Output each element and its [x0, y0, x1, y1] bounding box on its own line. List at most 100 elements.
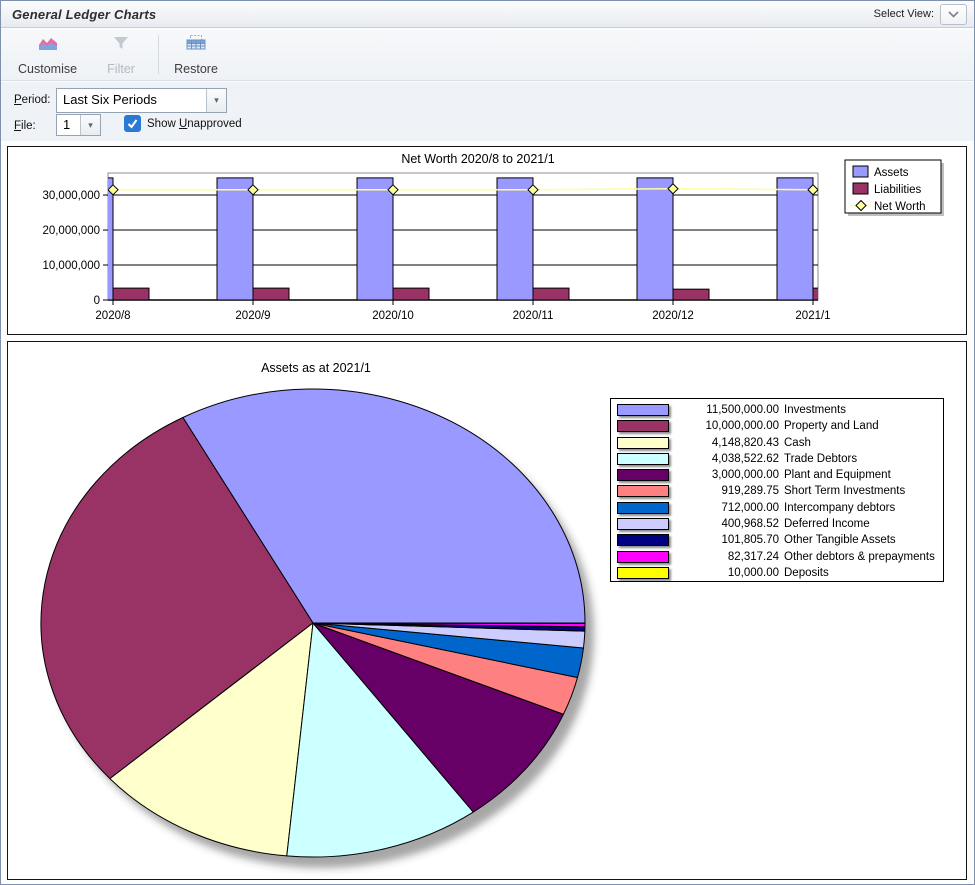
- liabilities-bar: [392, 287, 430, 300]
- bar-chart-plot: 0 10,000,000 20,000,000 30,000,000 2020/8 202…: [42, 159, 944, 322]
- legend-label: Deposits: [784, 566, 829, 579]
- legend-swatch: [617, 566, 669, 579]
- pie-legend-item: 4,148,820.43 Cash: [617, 435, 943, 451]
- assets-bar: [776, 177, 814, 300]
- pie-slice: [109, 622, 314, 857]
- legend-label: Short Term Investments: [784, 485, 906, 498]
- pie-legend-item: 3,000,000.00 Plant and Equipment: [617, 467, 943, 483]
- select-view: Select View:: [873, 3, 974, 25]
- pie-legend-item: 101,805.70 Other Tangible Assets: [617, 532, 943, 548]
- pie-legend: 11,500,000.00 Investments 10,000,000.00 Pro…: [610, 398, 944, 582]
- pie-slice: [40, 417, 314, 780]
- net-worth-marker: [247, 184, 259, 196]
- bar-chart-title: Net Worth 2020/8 to 2021/1: [401, 152, 554, 166]
- assets-bar: [216, 177, 254, 300]
- pie-legend-item: 919,289.75 Short Term Investments: [617, 483, 943, 499]
- pie-legend-item: 4,038,522.62 Trade Debtors: [617, 451, 943, 467]
- legend-value: 82,317.24: [727, 550, 779, 563]
- legend-label: Plant and Equipment: [784, 469, 891, 482]
- assets-bar: [496, 177, 534, 300]
- pie-legend-item: 10,000.00 Deposits: [617, 565, 943, 581]
- legend-swatch: [617, 452, 669, 465]
- legend-value: 11,500,000.00: [706, 404, 779, 416]
- filter-button[interactable]: Filter: [88, 29, 154, 80]
- pie-slice: [182, 388, 586, 624]
- page-title: General Ledger Charts: [12, 6, 157, 22]
- pie-legend-item: 712,000.00 Intercompany debtors: [617, 500, 943, 516]
- customise-label: Customise: [18, 62, 78, 76]
- legend-label: Trade Debtors: [784, 452, 858, 465]
- period-select[interactable]: Last Six Periods ▾: [56, 88, 227, 113]
- restore-grid-icon: [186, 35, 206, 50]
- legend-swatch: [617, 420, 669, 433]
- legend-swatch: [617, 469, 669, 482]
- liabilities-bar: [252, 287, 290, 300]
- select-view-dropdown-button[interactable]: [940, 3, 967, 25]
- legend-value: 10,000.00: [727, 566, 779, 579]
- legend-label: Other debtors & prepayments: [784, 550, 935, 563]
- legend-value: 712,000.00: [721, 501, 779, 514]
- show-unapproved-checkbox[interactable]: [124, 115, 141, 132]
- show-unapproved-label[interactable]: Show Unapproved: [147, 118, 242, 130]
- file-value: 1: [57, 115, 80, 135]
- y-tick-label: 0: [94, 295, 100, 307]
- file-dropdown-button[interactable]: ▾: [80, 115, 100, 135]
- restore-button[interactable]: Restore: [163, 29, 229, 80]
- legend-value: 101,805.70: [721, 534, 779, 547]
- pie-legend-item: 400,968.52 Deferred Income: [617, 516, 943, 532]
- legend-label: Other Tangible Assets: [784, 534, 896, 547]
- legend-label: Liabilities: [874, 184, 922, 196]
- legend-swatch: [617, 534, 669, 547]
- legend-label: Investments: [784, 404, 846, 416]
- legend-value: 400,968.52: [721, 518, 779, 531]
- chart-zone: Net Worth 2020/8 to 2021/1 0 10,000,000 20…: [1, 141, 974, 884]
- x-tick-label: 2021/1: [795, 310, 830, 322]
- legend-value: 4,038,522.62: [711, 452, 779, 465]
- net-worth-marker: [807, 184, 818, 196]
- customise-button[interactable]: Customise: [7, 29, 88, 80]
- net-worth-marker: [387, 184, 399, 196]
- net-worth-marker: [108, 184, 119, 196]
- pie-legend-item: 82,317.24 Other debtors & prepayments: [617, 549, 943, 565]
- net-worth-marker: [667, 183, 679, 195]
- bar-legend: Assets Liabilities Net Worth: [844, 159, 944, 216]
- legend-swatch: [617, 501, 669, 514]
- legend-label: Assets: [874, 167, 909, 179]
- net-worth-line: [108, 187, 818, 191]
- x-tick-label: 2020/8: [95, 310, 130, 322]
- legend-value: 3,000,000.00: [711, 469, 779, 482]
- toolbar-separator: [158, 35, 160, 74]
- legend-label: Property and Land: [784, 420, 879, 433]
- legend-marker: [855, 199, 867, 212]
- period-value: Last Six Periods: [57, 89, 206, 112]
- filter-label: Filter: [107, 62, 135, 76]
- period-dropdown-button[interactable]: ▾: [206, 89, 226, 112]
- period-label: Period:: [14, 94, 51, 106]
- y-tick-label: 20,000,000: [42, 225, 100, 237]
- legend-swatch: [617, 550, 669, 563]
- filter-icon: [114, 37, 129, 49]
- legend-value: 10,000,000.00: [705, 420, 779, 433]
- bar-chart-svg: Net Worth 2020/8 to 2021/1 0 10,000,000 20…: [42, 152, 944, 322]
- net-worth-marker: [527, 184, 539, 196]
- assets-bar: [108, 177, 114, 300]
- legend-swatch: [617, 436, 669, 449]
- legend-label: Net Worth: [874, 201, 926, 213]
- legend-label: Deferred Income: [784, 518, 870, 531]
- liabilities-bar: [112, 287, 150, 300]
- area-chart-icon: [38, 38, 57, 50]
- legend-swatch: [617, 403, 669, 416]
- legend-label: Intercompany debtors: [784, 501, 896, 514]
- select-view-label: Select View:: [873, 8, 934, 20]
- legend-label: Cash: [784, 436, 811, 449]
- legend-value: 4,148,820.43: [711, 436, 779, 449]
- liabilities-bar: [532, 287, 570, 300]
- pie-legend-item: 10,000,000.00 Property and Land: [617, 418, 943, 434]
- pie-chart-panel: Assets as at 2021/1 11,500,000.00 Investm…: [7, 341, 967, 880]
- liabilities-bar: [672, 288, 710, 300]
- legend-swatch: [617, 485, 669, 498]
- file-select[interactable]: 1 ▾: [56, 114, 101, 136]
- pie-slice: [312, 622, 564, 813]
- legend-swatch: [617, 518, 669, 531]
